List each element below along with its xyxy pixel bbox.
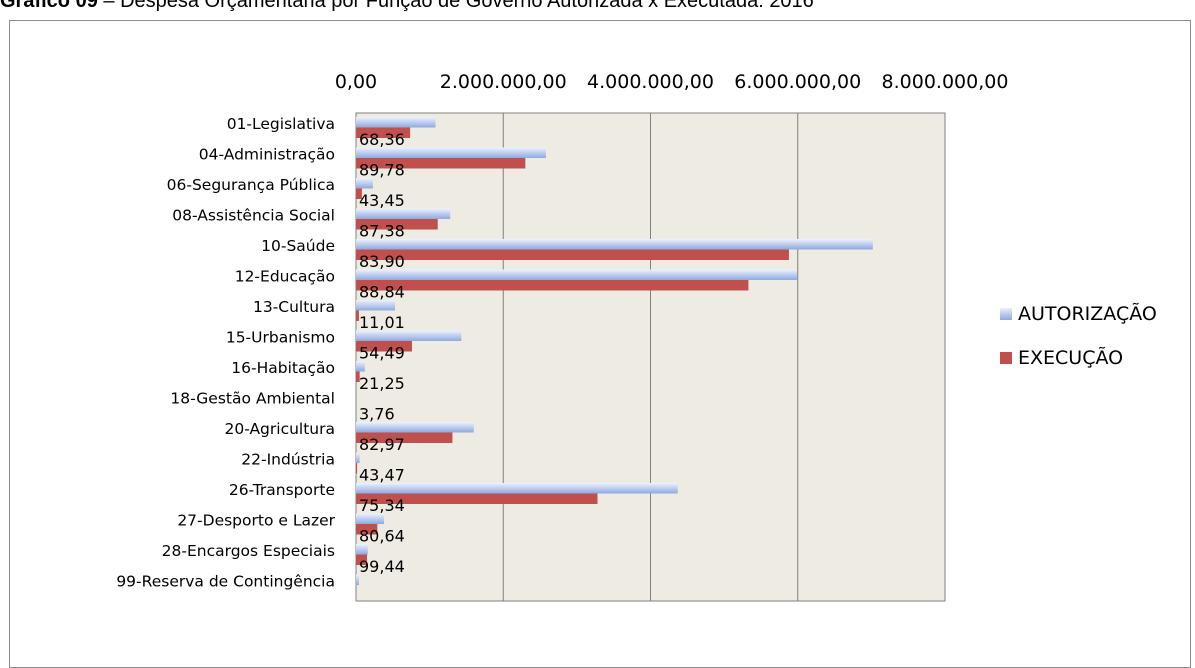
x-tick-label: 2.000.000,00: [440, 71, 567, 93]
figure-number: Gráfico 09: [0, 0, 98, 12]
bar-autorizacao: [356, 422, 474, 433]
bar-autorizacao: [356, 574, 359, 585]
data-label: 11,01: [359, 313, 405, 332]
category-label: 27-Desporto e Lazer: [177, 512, 335, 530]
bar-autorizacao: [356, 178, 373, 189]
category-label: 13-Cultura: [253, 298, 335, 316]
bar-autorizacao: [356, 147, 546, 158]
data-label: 43,45: [359, 191, 405, 210]
bar-autorizacao: [356, 208, 451, 219]
category-label: 99-Reserva de Contingência: [116, 573, 335, 591]
data-label: 87,38: [359, 222, 405, 241]
category-label: 01-Legislativa: [227, 115, 335, 133]
data-label: 3,76: [359, 405, 395, 424]
category-label: 06-Segurança Pública: [167, 176, 335, 194]
bar-autorizacao: [356, 239, 873, 250]
bar-execucao: [356, 249, 789, 260]
bar-execucao: [356, 493, 598, 504]
bar-autorizacao: [356, 117, 436, 128]
category-label: 16-Habitação: [231, 359, 335, 377]
bar-execucao: [356, 219, 438, 230]
legend-label-autorizacao: AUTORIZAÇÃO: [1018, 303, 1157, 325]
category-label: 12-Educação: [235, 268, 335, 286]
page-title: Gráfico 09 – Despesa Orçamentária por Fu…: [0, 0, 1195, 13]
legend-label-execucao: EXECUÇÃO: [1018, 347, 1124, 369]
bar-execucao: [356, 310, 359, 321]
data-label: 43,47: [359, 466, 405, 485]
category-label: 28-Encargos Especiais: [162, 542, 335, 560]
data-label: 80,64: [359, 527, 405, 546]
data-label: 54,49: [359, 344, 405, 363]
bar-execucao: [356, 432, 453, 443]
category-label: 04-Administração: [199, 146, 335, 164]
bar-execucao: [356, 554, 368, 565]
data-label: 83,90: [359, 252, 405, 271]
category-label: 08-Assistência Social: [172, 207, 335, 225]
bar-execucao: [356, 371, 360, 382]
bar-execucao: [356, 158, 526, 169]
data-label: 82,97: [359, 435, 405, 454]
x-tick-label: 8.000.000,00: [882, 71, 1009, 93]
category-label: 26-Transporte: [229, 481, 335, 499]
bar-autorizacao: [356, 483, 678, 494]
bar-autorizacao: [356, 330, 462, 341]
bar-execucao: [356, 341, 412, 352]
legend-swatch-autorizacao: [1000, 308, 1012, 320]
category-label: 10-Saúde: [261, 237, 335, 255]
legend-item-autorizacao: AUTORIZAÇÃO: [1000, 300, 1157, 328]
bar-execucao: [356, 280, 749, 291]
category-label: 15-Urbanismo: [226, 329, 335, 347]
bar-autorizacao: [356, 269, 798, 280]
bar-autorizacao: [356, 452, 360, 463]
x-tick-label: 4.000.000,00: [587, 71, 714, 93]
bar-execucao: [356, 463, 358, 474]
data-label: 99,44: [359, 557, 405, 576]
legend-item-execucao: EXECUÇÃO: [1000, 344, 1157, 372]
category-label: 22-Indústria: [241, 451, 335, 469]
bar-execucao: [356, 188, 362, 199]
figure-caption: – Despesa Orçamentária por Função de Gov…: [97, 0, 814, 12]
category-label: 18-Gestão Ambiental: [170, 390, 335, 408]
bar-autorizacao: [356, 544, 368, 555]
bar-autorizacao: [356, 361, 365, 372]
data-label: 89,78: [359, 161, 405, 180]
data-label: 21,25: [359, 374, 405, 393]
bar-execucao: [356, 127, 411, 138]
legend-swatch-execucao: [1000, 352, 1012, 364]
bar-autorizacao: [356, 300, 396, 311]
bar-autorizacao: [356, 513, 384, 524]
legend: AUTORIZAÇÃO EXECUÇÃO: [1000, 300, 1157, 388]
x-tick-label: 6.000.000,00: [734, 71, 861, 93]
x-tick-label: 0,00: [335, 71, 377, 93]
bar-execucao: [356, 524, 378, 535]
data-label: 88,84: [359, 283, 405, 302]
data-label: 75,34: [359, 496, 405, 515]
data-label: 68,36: [359, 130, 405, 149]
category-label: 20-Agricultura: [224, 420, 335, 438]
